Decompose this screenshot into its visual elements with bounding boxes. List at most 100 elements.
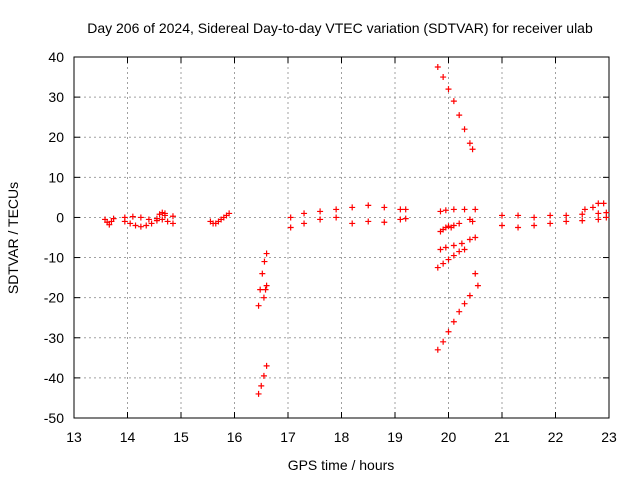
y-tick-label: -20 [44, 290, 64, 306]
x-tick-label: 21 [494, 429, 510, 445]
data-point [499, 212, 505, 219]
y-tick-label: 0 [56, 209, 64, 225]
data-point [260, 372, 267, 379]
data-point [259, 270, 266, 277]
data-point [450, 318, 457, 325]
data-point [563, 212, 570, 219]
data-point [262, 286, 269, 293]
x-tick-label: 18 [334, 429, 350, 445]
series-arc-n [448, 220, 463, 231]
data-point [137, 214, 144, 221]
data-point [365, 218, 372, 225]
data-point [472, 234, 479, 241]
x-tick-label: 13 [66, 429, 82, 445]
series-arc-k [434, 64, 476, 153]
y-tick-label: 20 [48, 129, 64, 145]
data-point [226, 210, 233, 217]
data-point [437, 208, 444, 215]
series-arc-l [437, 206, 479, 215]
series-arc-m [437, 223, 452, 235]
data-point [263, 250, 270, 257]
data-point [333, 206, 340, 213]
series-arc-h [255, 362, 270, 397]
data-point [600, 200, 607, 207]
data-point [257, 286, 264, 293]
data-point [531, 214, 538, 221]
y-tick-label: -10 [44, 250, 64, 266]
x-tick-label: 22 [548, 429, 564, 445]
series-arc-p [437, 234, 479, 253]
series-arc-q [434, 246, 468, 271]
x-tick-label: 14 [120, 429, 136, 445]
data-point [472, 270, 479, 277]
data-point [499, 222, 505, 229]
data-point [301, 210, 308, 217]
y-tick-label: 10 [48, 169, 64, 185]
data-point [161, 210, 168, 217]
series-arc-g [260, 282, 270, 301]
data-point [255, 302, 262, 309]
data-point [445, 328, 452, 335]
grid-lines [74, 57, 609, 418]
data-point [148, 220, 155, 227]
data-point [301, 220, 308, 227]
data-point [445, 223, 452, 230]
data-point [450, 98, 457, 105]
data-point [456, 220, 463, 227]
data-point [466, 292, 473, 299]
series-arc-j [287, 202, 409, 221]
x-tick-label: 23 [601, 429, 617, 445]
data-point [397, 216, 404, 223]
data-point [461, 126, 468, 133]
y-tick-label: -40 [44, 370, 64, 386]
data-point [579, 217, 586, 224]
data-point [450, 242, 457, 249]
y-axis-label: SDTVAR / TECUs [5, 182, 21, 294]
data-point [164, 218, 171, 225]
data-point [581, 206, 588, 213]
data-point [169, 213, 176, 220]
data-point [515, 212, 522, 219]
data-point [440, 74, 447, 81]
data-point [603, 209, 610, 216]
x-tick-labels: 13 14 15 16 17 18 19 20 21 22 23 [66, 429, 617, 445]
series-arc-u [499, 209, 610, 221]
data-point [169, 220, 176, 227]
x-tick-label: 17 [280, 429, 296, 445]
x-tick-label: 20 [441, 429, 457, 445]
data-point [531, 222, 538, 229]
data-point [440, 338, 447, 345]
series-arc-d [156, 209, 168, 218]
series-arc-f [255, 250, 270, 309]
data-point [472, 206, 479, 213]
data-point [461, 300, 468, 307]
data-points [102, 64, 610, 397]
y-tick-label: 30 [48, 89, 64, 105]
series-arc-b [121, 216, 176, 230]
data-point [458, 240, 465, 247]
data-point [469, 146, 476, 153]
series-arc-a [102, 215, 117, 228]
data-point [595, 216, 602, 223]
data-point [547, 212, 554, 219]
data-point [365, 202, 372, 209]
data-point [159, 216, 166, 223]
data-point [317, 208, 324, 215]
data-point [579, 211, 586, 218]
data-point [515, 224, 522, 231]
data-point [595, 200, 602, 207]
data-point [461, 246, 468, 253]
x-tick-label: 19 [387, 429, 403, 445]
data-point [440, 260, 447, 267]
data-point [255, 390, 262, 397]
data-point [333, 214, 340, 221]
data-point [474, 282, 481, 289]
data-point [450, 252, 457, 259]
data-point [258, 382, 265, 389]
data-point [434, 64, 441, 71]
series-arc-e [207, 210, 233, 227]
data-point [121, 214, 128, 221]
data-point [402, 206, 409, 213]
data-point [106, 221, 113, 228]
